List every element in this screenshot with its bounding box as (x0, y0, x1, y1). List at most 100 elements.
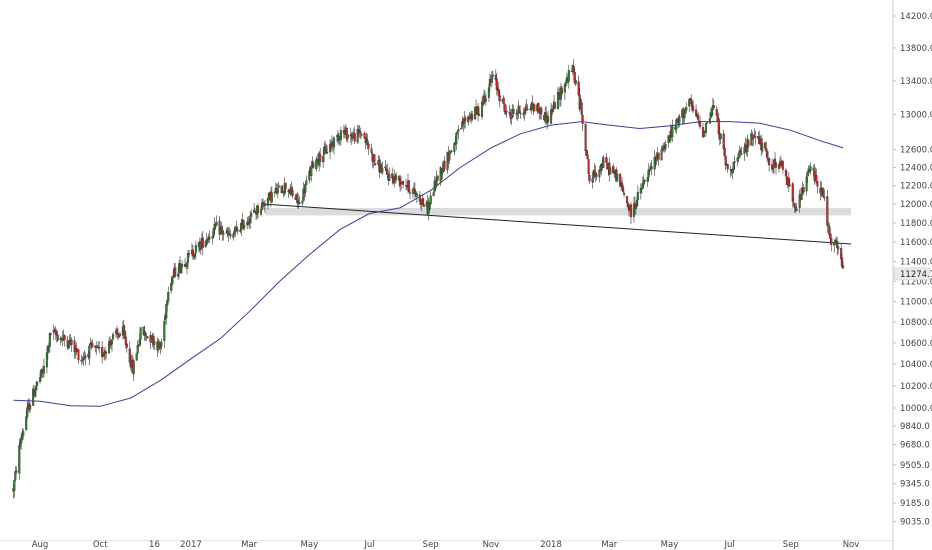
time-axis[interactable]: Aug Oct 16 2017 Mar May Jul Sep Nov 2018 Mar May Jul… (32, 540, 860, 550)
candle-body (719, 134, 722, 139)
price-tick-label: 12400.0 (900, 164, 932, 174)
candle-body (635, 199, 638, 207)
candle-body (791, 183, 794, 202)
price-axis[interactable]: 9035.0 9185.0 9345.0 9505.0 9680.0 9840.0 1000… (893, 12, 932, 527)
support-zone[interactable] (264, 207, 851, 216)
candle-body (13, 480, 16, 491)
time-tick-label: Sep (783, 540, 799, 550)
candle-body (551, 108, 555, 112)
candle-body (633, 203, 636, 208)
candle-body (712, 105, 715, 108)
candle-body (480, 101, 484, 118)
candle-body (29, 405, 32, 410)
candle-body (35, 385, 38, 391)
candle-body (747, 140, 750, 147)
candle-body (339, 130, 342, 140)
candle-body (56, 334, 59, 341)
candle-body (826, 196, 829, 226)
candle-body (842, 265, 845, 269)
candle-body (326, 152, 329, 154)
candle-body (384, 166, 387, 168)
candle-body (657, 152, 660, 160)
candle-body (708, 118, 711, 124)
candle-body (455, 132, 458, 145)
candle-body (170, 283, 173, 291)
candle-body (504, 112, 507, 114)
candle-body (15, 470, 18, 473)
candle-body (502, 97, 505, 104)
candle-body (360, 134, 363, 136)
candle-body (322, 156, 325, 163)
candle-body (503, 103, 506, 113)
time-tick-label: 2017 (180, 540, 202, 550)
candle-body (345, 128, 348, 140)
candle-body (436, 175, 439, 181)
candle-body (234, 227, 237, 233)
candle-body (395, 175, 398, 180)
candle-body (616, 173, 619, 182)
candle-body (488, 79, 491, 87)
candle-body (688, 99, 691, 107)
candle-body (412, 187, 415, 189)
candle-body (664, 143, 667, 150)
candle-body (697, 114, 700, 120)
candle-body (332, 137, 336, 148)
candle-body (772, 167, 775, 170)
price-tick-label: 11200.0 (900, 277, 932, 287)
trendline[interactable] (264, 203, 852, 245)
candle-body (577, 81, 580, 96)
candle-body (784, 170, 787, 177)
candle-body (581, 115, 584, 124)
candle-body (691, 102, 694, 107)
candle-body (26, 407, 29, 418)
candle-body (208, 237, 211, 239)
candle-body (108, 341, 111, 354)
candle-body (788, 184, 791, 187)
moving-average-line[interactable] (13, 121, 844, 407)
price-tick-label: 13400.0 (900, 77, 932, 87)
candle-body (683, 113, 686, 119)
price-tick-label: 12200.0 (900, 182, 932, 192)
candle-body (407, 180, 411, 193)
candle-body (408, 192, 412, 194)
candle-body (259, 208, 263, 215)
candle-body (239, 230, 242, 232)
candle-body (584, 123, 587, 152)
candle-body (698, 121, 702, 127)
candle-body (49, 333, 52, 335)
candle-body (498, 95, 501, 102)
time-tick-label: Mar (241, 540, 258, 550)
candle-body (800, 188, 803, 200)
candle-body (185, 262, 189, 267)
candle-body (312, 162, 315, 168)
candle-body (717, 118, 720, 135)
candle-body (388, 173, 391, 181)
candle-body (505, 110, 508, 113)
candle-body (497, 89, 500, 97)
candle-body (495, 78, 498, 90)
candle-body (163, 321, 166, 341)
candle-body (214, 224, 217, 227)
candle-body (722, 133, 725, 149)
candle-body (187, 253, 191, 255)
candle-body (249, 217, 252, 223)
candle-body (765, 148, 768, 152)
candle-body (812, 167, 815, 171)
candle-body (222, 233, 225, 235)
candle-body (402, 181, 405, 185)
candle-body (661, 148, 664, 151)
candle-body (761, 143, 764, 152)
candle-body (574, 80, 577, 85)
candle-body (427, 203, 430, 214)
candle-body (726, 164, 729, 170)
candle-body (591, 178, 594, 183)
candle-body (367, 143, 370, 149)
price-tick-label: 11600.0 (900, 238, 932, 248)
candle-body (490, 76, 493, 83)
candle-body (177, 273, 180, 277)
candle-body (167, 291, 170, 302)
candle-body (319, 154, 322, 162)
candle-body (678, 116, 681, 124)
